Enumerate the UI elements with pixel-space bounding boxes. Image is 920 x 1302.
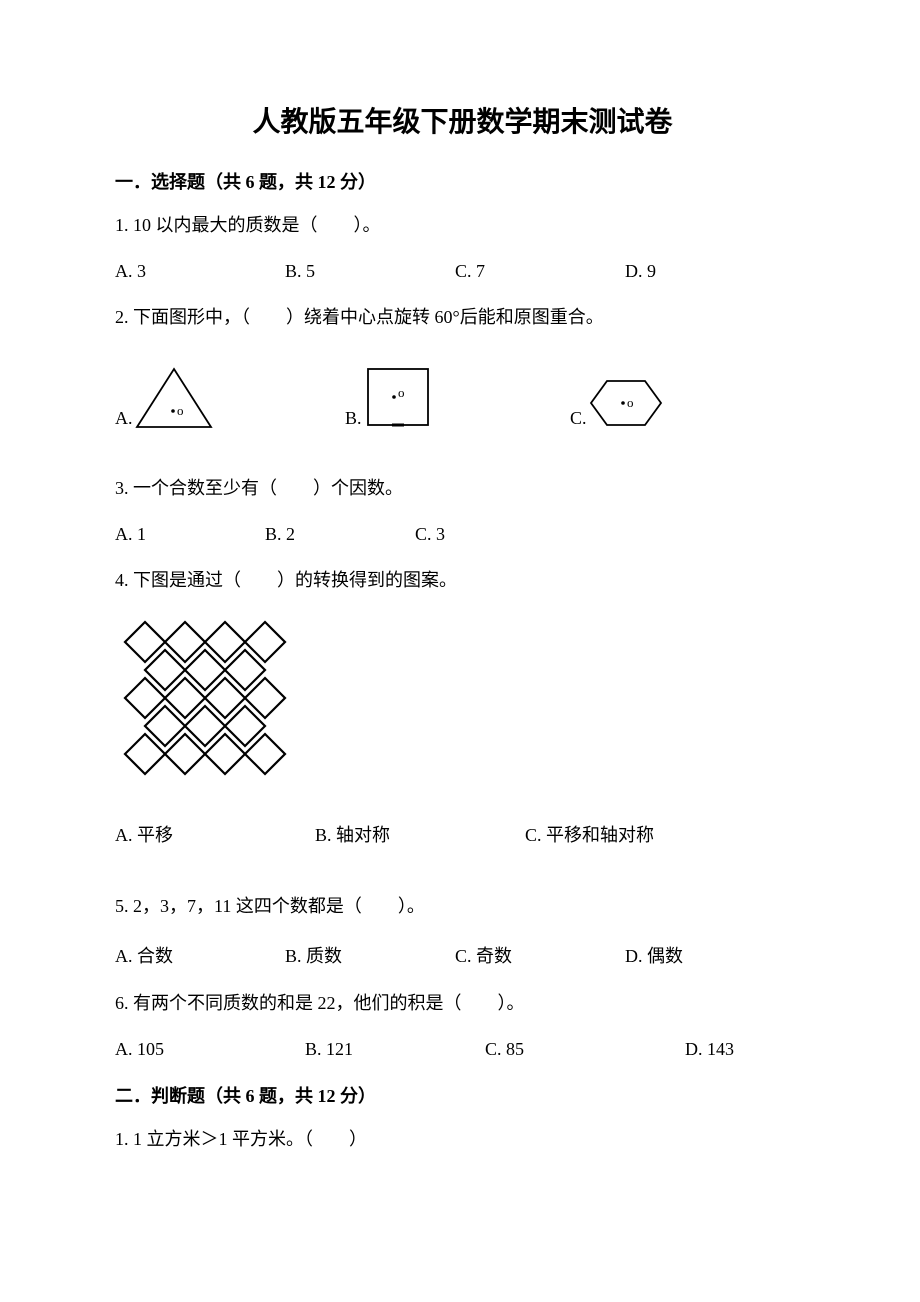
q2-option-b: B. o xyxy=(345,367,570,429)
q5-option-c: C. 奇数 xyxy=(455,942,625,968)
q5-option-a: A. 合数 xyxy=(115,942,285,968)
q6-option-a: A. 105 xyxy=(115,1039,305,1060)
q2-label-b: B. xyxy=(345,408,362,429)
square-icon: o xyxy=(364,367,432,429)
q2-option-c: C. o xyxy=(570,377,770,429)
q6-option-b: B. 121 xyxy=(305,1039,485,1060)
q1-text: 1. 10 以内最大的质数是（ ）。 xyxy=(115,212,810,239)
hexagon-icon: o xyxy=(589,377,663,429)
q2-text: 2. 下面图形中，（ ）绕着中心点旋转 60°后能和原图重合。 xyxy=(115,304,810,331)
q4-text: 4. 下图是通过（ ）的转换得到的图案。 xyxy=(115,567,810,594)
q6-option-d: D. 143 xyxy=(685,1039,734,1060)
section2-header: 二．判断题（共 6 题，共 12 分） xyxy=(115,1082,810,1108)
lattice-pattern-icon xyxy=(115,616,290,776)
q6-option-c: C. 85 xyxy=(485,1039,685,1060)
q4-option-b: B. 轴对称 xyxy=(315,821,525,847)
q4-options: A. 平移 B. 轴对称 C. 平移和轴对称 xyxy=(115,821,810,847)
svg-text:o: o xyxy=(398,385,405,400)
page: 人教版五年级下册数学期末测试卷 一．选择题（共 6 题，共 12 分） 1. 1… xyxy=(0,0,920,1235)
q3-option-b: B. 2 xyxy=(265,524,415,545)
q1-option-c: C. 7 xyxy=(455,261,625,282)
triangle-icon: o xyxy=(135,367,213,429)
q5-option-d: D. 偶数 xyxy=(625,942,795,968)
q4-pattern xyxy=(115,616,810,781)
q1-option-a: A. 3 xyxy=(115,261,285,282)
document-title: 人教版五年级下册数学期末测试卷 xyxy=(115,100,810,140)
q6-text: 6. 有两个不同质数的和是 22，他们的积是（ ）。 xyxy=(115,990,810,1017)
q5-option-b: B. 质数 xyxy=(285,942,455,968)
svg-text:o: o xyxy=(177,403,184,418)
svg-text:o: o xyxy=(627,395,634,410)
q3-text: 3. 一个合数至少有（ ）个因数。 xyxy=(115,475,810,502)
q5-text: 5. 2，3，7，11 这四个数都是（ ）。 xyxy=(115,893,810,920)
q6-options: A. 105 B. 121 C. 85 D. 143 xyxy=(115,1039,810,1060)
s2-q1-text: 1. 1 立方米＞1 平方米。（ ） xyxy=(115,1126,810,1153)
q2-label-c: C. xyxy=(570,408,587,429)
q3-options: A. 1 B. 2 C. 3 xyxy=(115,524,810,545)
q1-options: A. 3 B. 5 C. 7 D. 9 xyxy=(115,261,810,282)
section1-header: 一．选择题（共 6 题，共 12 分） xyxy=(115,168,810,194)
q5-options: A. 合数 B. 质数 C. 奇数 D. 偶数 xyxy=(115,942,810,968)
q3-option-a: A. 1 xyxy=(115,524,265,545)
q1-option-b: B. 5 xyxy=(285,261,455,282)
q4-option-c: C. 平移和轴对称 xyxy=(525,821,725,847)
q1-option-d: D. 9 xyxy=(625,261,795,282)
q2-label-a: A. xyxy=(115,408,133,429)
q2-option-a: A. o xyxy=(115,367,345,429)
q4-option-a: A. 平移 xyxy=(115,821,315,847)
q2-options: A. o B. o C. o xyxy=(115,367,810,429)
q3-option-c: C. 3 xyxy=(415,524,565,545)
